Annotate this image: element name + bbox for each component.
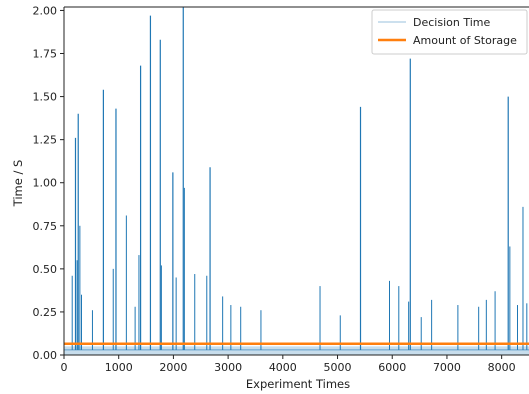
y-tick-label: 1.75 [33,48,58,61]
x-tick-label: 3000 [214,361,242,374]
x-axis-title: Experiment Times [246,377,350,391]
x-tick-label: 1000 [105,361,133,374]
x-tick-label: 8000 [488,361,516,374]
legend-label-decision-time: Decision Time [413,16,490,29]
y-tick-label: 1.50 [33,91,58,104]
y-tick-label: 1.00 [33,177,58,190]
x-tick-label: 6000 [378,361,406,374]
x-tick-label: 5000 [324,361,352,374]
x-tick-label: 2000 [159,361,187,374]
legend-box [371,9,528,55]
x-tick-label: 7000 [433,361,461,374]
y-tick-label: 0.50 [33,263,58,276]
y-axis-title: Time / S [11,160,25,208]
y-tick-label: 0.75 [33,220,58,233]
series-layer [64,7,529,355]
legend: Decision Time Amount of Storage [371,9,528,55]
legend-label-amount-of-storage: Amount of Storage [413,34,517,47]
y-tick-label: 1.25 [33,134,58,147]
axes-layer: 0 1000 2000 3000 4000 5000 6000 7000 8000 0.00 0.2… [33,4,529,374]
decision-time-baseline-band [64,346,529,355]
y-tick-label: 2.00 [33,4,58,17]
y-tick-label: 0.25 [33,306,58,319]
y-tick-label: 0.00 [33,349,58,362]
x-tick-label: 4000 [269,361,297,374]
x-tick-label: 0 [61,361,68,374]
